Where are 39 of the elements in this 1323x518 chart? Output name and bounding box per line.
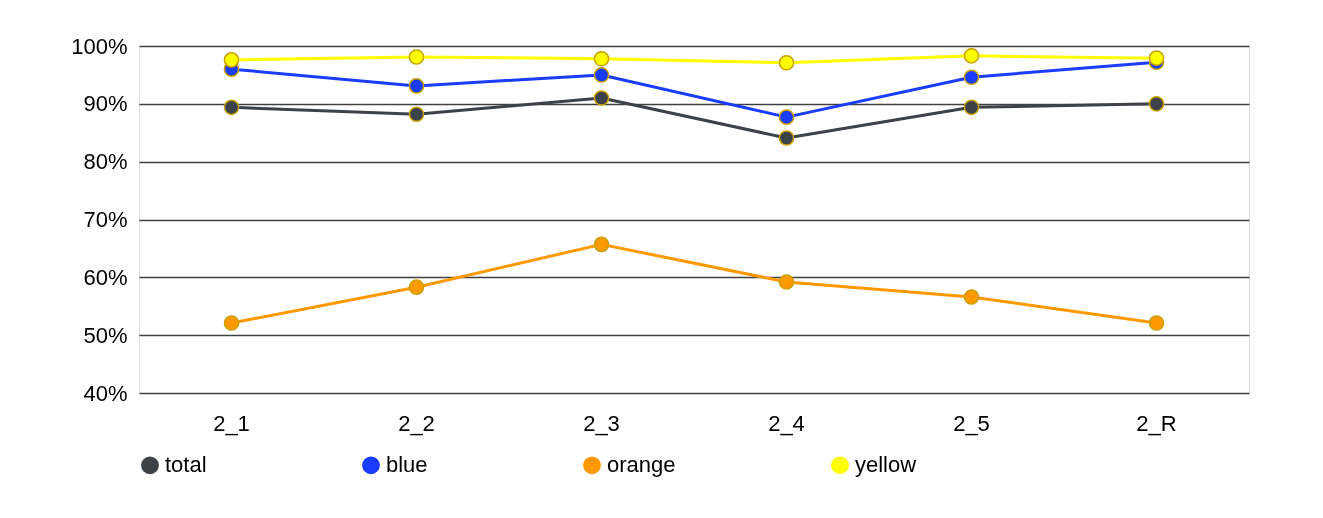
point (963, 289, 980, 305)
point (778, 274, 795, 290)
y-tick-label: 50% (83, 322, 128, 348)
point (408, 279, 425, 295)
y-tick-label: 80% (83, 149, 128, 175)
point (223, 315, 240, 331)
y-tick-label: 60% (83, 264, 128, 290)
legend-label: orange (607, 452, 676, 478)
point (223, 52, 240, 68)
point (963, 69, 980, 86)
y-tick-label: 90% (83, 91, 128, 117)
point (408, 106, 425, 123)
point (223, 99, 240, 116)
x-tick-label: 2_5 (953, 410, 990, 436)
point (963, 48, 980, 64)
point (1148, 96, 1165, 112)
y-tick-label: 100% (71, 33, 128, 59)
legend-label: blue (386, 452, 428, 478)
legend-label: total (165, 452, 207, 478)
point (593, 50, 610, 67)
x-tick-label: 2_4 (768, 410, 805, 436)
point (408, 78, 425, 94)
x-tick-label: 2_R (1136, 410, 1177, 436)
point (1148, 50, 1165, 66)
x-tick-label: 2_2 (398, 410, 435, 436)
point (778, 54, 795, 71)
point (778, 109, 795, 125)
y-tick-label: 70% (83, 207, 128, 232)
point (1148, 315, 1165, 331)
point (963, 99, 980, 116)
point (778, 130, 795, 146)
point (593, 236, 610, 253)
point (593, 90, 610, 106)
x-tick-label: 2_1 (213, 410, 250, 436)
point (408, 49, 425, 65)
point (593, 67, 610, 83)
x-tick-label: 2_3 (583, 410, 620, 436)
y-tick-label: 40% (83, 380, 128, 406)
legend-label: yellow (855, 452, 917, 478)
